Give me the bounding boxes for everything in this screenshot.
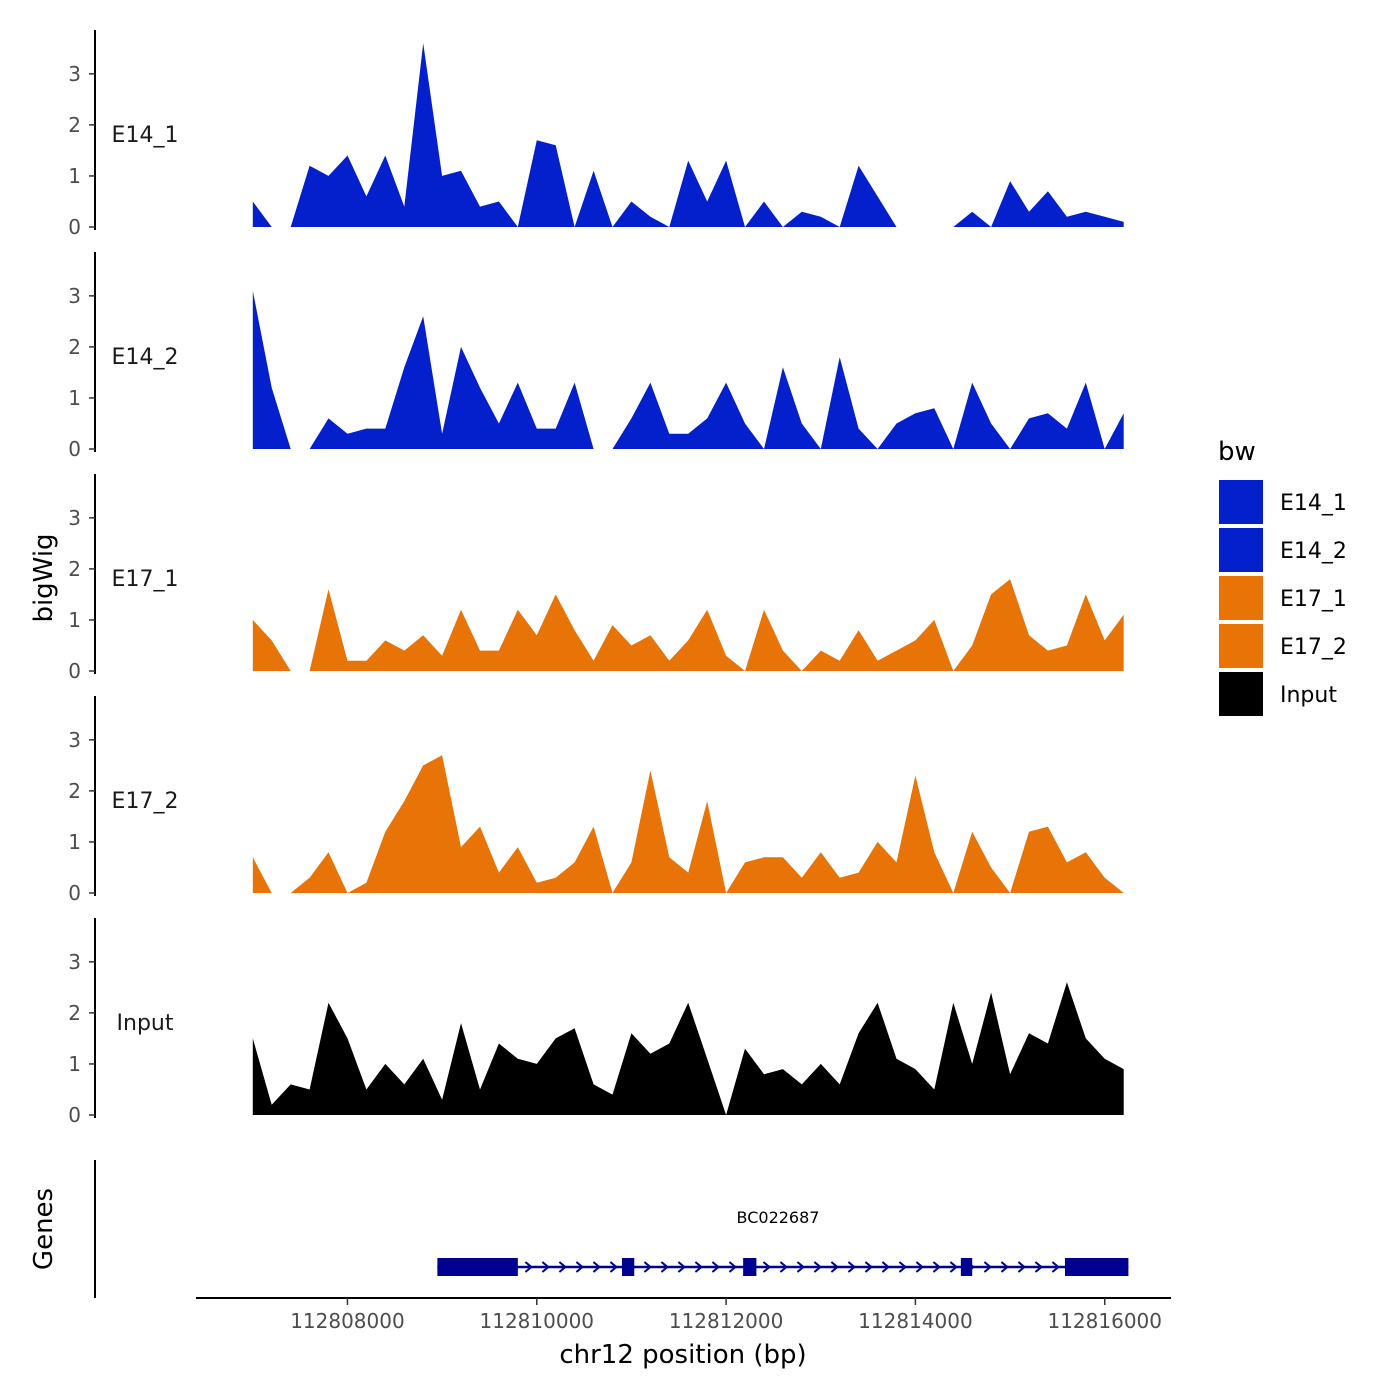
y-tick-label: 2 [68, 557, 81, 581]
strand-arrow [1000, 1261, 1009, 1273]
x-tick-label: 112812000 [669, 1309, 784, 1333]
legend-swatch-e17-2 [1219, 624, 1263, 668]
strand-arrow [796, 1261, 805, 1273]
strand-arrow [881, 1261, 890, 1273]
y-tick-label: 1 [68, 386, 81, 410]
legend-label: E14_1 [1280, 491, 1347, 516]
legend-swatch-input [1219, 672, 1263, 716]
strand-arrow [524, 1261, 533, 1273]
legend: bw E14_1 E14_2 E17_1 E17_2 Input [1218, 437, 1347, 716]
strand-arrow [932, 1261, 941, 1273]
y-tick-label: 0 [68, 215, 81, 239]
series-area-input [252, 982, 1124, 1115]
track-label: E14_1 [112, 123, 179, 148]
y-tick-label: 1 [68, 608, 81, 632]
gene-name-label: BC022687 [737, 1208, 820, 1227]
x-tick-label: 112808000 [290, 1309, 405, 1333]
panel-e17-1: 0 1 2 3 E17_1 [68, 474, 1124, 683]
strand-arrow [983, 1261, 992, 1273]
panel-e14-1: 0 1 2 3 E14_1 [68, 30, 1124, 239]
panel-e14-2: 0 1 2 3 E14_2 [68, 252, 1124, 461]
strand-arrow [694, 1261, 703, 1273]
strand-arrow [847, 1261, 856, 1273]
legend-label: Input [1280, 683, 1337, 708]
strand-arrow [830, 1261, 839, 1273]
x-tick-label: 112810000 [480, 1309, 595, 1333]
strand-arrow [949, 1261, 958, 1273]
y-tick-label: 0 [68, 881, 81, 905]
gene-exon [437, 1258, 518, 1276]
y-tick-label: 2 [68, 1001, 81, 1025]
y-tick-label: 3 [68, 728, 81, 752]
legend-label: E17_1 [1280, 587, 1347, 612]
y-tick-label: 3 [68, 284, 81, 308]
panel-e17-2: 0 1 2 3 E17_2 [68, 696, 1124, 905]
y-tick-label: 0 [68, 1103, 81, 1127]
x-axis: 112808000 112810000 112812000 112814000 1128… [196, 1297, 1171, 1333]
strand-arrow [609, 1261, 618, 1273]
bigwig-panels: 0 1 2 3 E14_1 0 1 2 3 E14_2 0 1 2 3 E17_1 0 1 2 3 E17_2 0 1 2 3… [68, 30, 1124, 1127]
strand-arrow [1034, 1261, 1043, 1273]
strand-arrow [643, 1261, 652, 1273]
panel-input: 0 1 2 3 Input [68, 918, 1124, 1127]
track-label: E17_2 [112, 789, 179, 814]
strand-arrow [1017, 1261, 1026, 1273]
x-tick-label: 112814000 [858, 1309, 973, 1333]
strand-arrow [541, 1261, 550, 1273]
legend-swatch-e14-1 [1219, 480, 1263, 524]
strand-arrow [660, 1261, 669, 1273]
strand-arrow [864, 1261, 873, 1273]
x-tick-label: 112816000 [1047, 1309, 1162, 1333]
y-tick-label: 0 [68, 437, 81, 461]
strand-arrow [592, 1261, 601, 1273]
series-area-e17-2 [252, 755, 1124, 893]
strand-arrow [915, 1261, 924, 1273]
y-tick-label: 3 [68, 62, 81, 86]
y-tick-label: 1 [68, 164, 81, 188]
strand-arrow [711, 1261, 720, 1273]
series-area-e17-1 [252, 579, 1124, 671]
x-axis-title: chr12 position (bp) [559, 1340, 806, 1370]
strand-arrow [558, 1261, 567, 1273]
legend-title: bw [1218, 437, 1256, 467]
legend-label: E17_2 [1280, 635, 1347, 660]
series-area-e14-2 [252, 290, 1124, 449]
y-tick-label: 3 [68, 506, 81, 530]
series-area-e14-1 [252, 43, 1124, 228]
strand-arrow [677, 1261, 686, 1273]
strand-arrow [813, 1261, 822, 1273]
y-tick-label: 3 [68, 950, 81, 974]
genes-track-label: Genes [29, 1188, 59, 1270]
strand-arrow [779, 1261, 788, 1273]
legend-label: E14_2 [1280, 539, 1347, 564]
strand-arrow [1051, 1261, 1060, 1273]
y-axis-title: bigWig [29, 533, 59, 622]
genes-track: Genes BC022687 [29, 1160, 1129, 1298]
gene-exon [1064, 1258, 1129, 1276]
y-tick-label: 1 [68, 830, 81, 854]
y-tick-label: 2 [68, 335, 81, 359]
track-label: E14_2 [112, 345, 179, 370]
y-tick-label: 0 [68, 659, 81, 683]
strand-arrow [728, 1261, 737, 1273]
strand-arrow [762, 1261, 771, 1273]
legend-swatch-e17-1 [1219, 576, 1263, 620]
strand-arrow [898, 1261, 907, 1273]
gene-exon [621, 1258, 635, 1276]
gene-exon [743, 1258, 757, 1276]
y-tick-label: 2 [68, 779, 81, 803]
track-label: Input [117, 1011, 174, 1036]
y-tick-label: 2 [68, 113, 81, 137]
legend-swatch-e14-2 [1219, 528, 1263, 572]
y-tick-label: 1 [68, 1052, 81, 1076]
strand-arrow [575, 1261, 584, 1273]
track-label: E17_1 [112, 567, 179, 592]
gene-exon [960, 1258, 973, 1276]
